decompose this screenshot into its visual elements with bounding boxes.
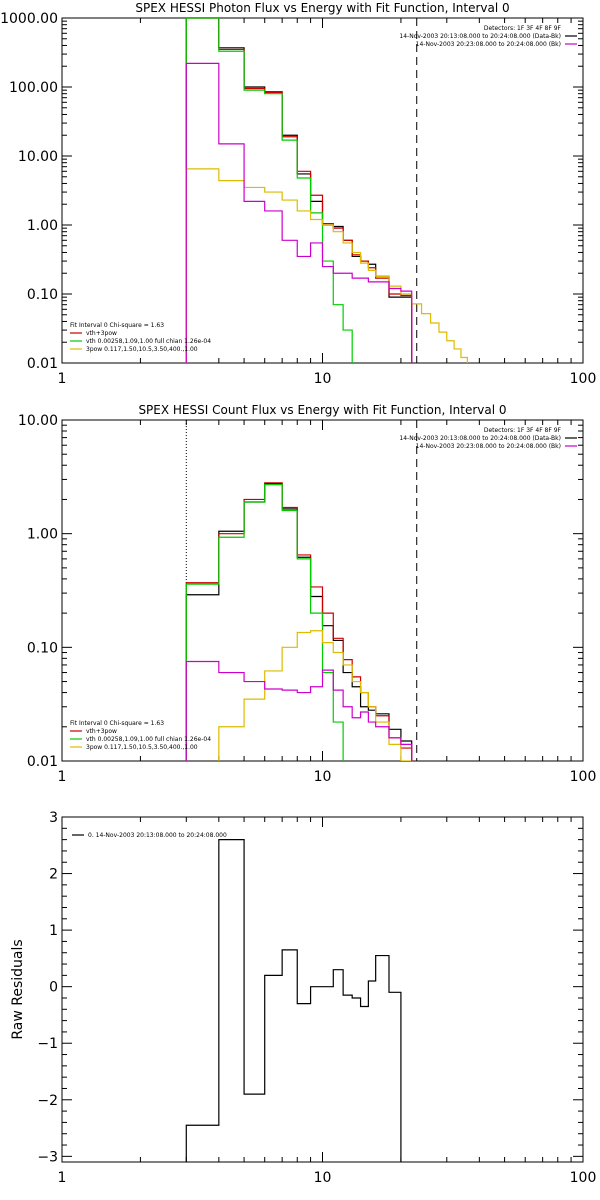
series-bk [185, 62, 413, 363]
y-tick-label: 0.01 [27, 356, 58, 372]
info-line: 14-Nov-2003 20:23:08.000 to 20:24:08.000… [416, 41, 561, 48]
x-tick-label: 100 [570, 371, 597, 387]
x-tick-label: 10 [314, 1170, 332, 1186]
plot-frame [61, 816, 584, 1163]
panel-1: SPEX HESSI Photon Flux vs Energy with Fi… [0, 1, 596, 387]
y-tick-label: 1.00 [27, 218, 58, 234]
legend-title: Fit Interval 0 Chi-square = 1.63 [70, 322, 164, 329]
y-tick-label: 10.00 [18, 413, 58, 429]
plot-frame [61, 17, 584, 364]
y-tick-label: 10.00 [18, 149, 58, 165]
legend: Fit Interval 0 Chi-square = 1.63vth+3pow… [70, 322, 211, 353]
legend-label: vth+3pow [86, 330, 117, 337]
y-tick-label: 1000.00 [0, 11, 58, 27]
legend-label: vth 0.00258,1.09,1.00 full chian 1.26e-0… [86, 338, 211, 345]
legend-label: vth 0.00258,1.09,1.00 full chian 1.26e-0… [86, 736, 211, 743]
legend-label: vth+3pow [86, 728, 117, 735]
y-tick-label: 1 [49, 923, 58, 939]
series-vth [185, 18, 353, 363]
series-group [185, 18, 469, 363]
y-tick-label: 2 [49, 867, 58, 883]
x-axis: 1 10 100 [58, 18, 597, 387]
y-tick-label: 100.00 [9, 80, 58, 96]
y-tick-label: −1 [37, 1036, 58, 1052]
series-vth-3pow [185, 18, 413, 363]
info-line: 14-Nov-2003 20:23:08.000 to 20:24:08.000… [416, 443, 561, 450]
y-tick-label: 3 [49, 810, 58, 826]
x-axis: 1 10 100 [58, 817, 597, 1186]
info-line: Detectors: 1F 3F 4F 8F 9F [484, 25, 562, 32]
x-tick-label: 10 [314, 371, 332, 387]
legend: 0. 14-Nov-2003 20:13:08.000 to 20:24:08.… [72, 832, 227, 839]
x-tick-label: 100 [570, 769, 597, 785]
series-3pow [185, 168, 469, 363]
y-tick-label: 0 [49, 980, 58, 996]
series-data-bk [185, 18, 413, 363]
y-tick-label: −3 [37, 1149, 58, 1165]
legend-label: 3pow 0.117,1.50,10.5,3.50,400.,1.00 [86, 346, 198, 353]
x-tick-label: 1 [58, 371, 67, 387]
info-line: Detectors: 1F 3F 4F 8F 9F [484, 427, 562, 434]
x-tick-label: 1 [58, 769, 67, 785]
x-tick-label: 100 [570, 1170, 597, 1186]
chart-title: SPEX HESSI Count Flux vs Energy with Fit… [138, 403, 506, 417]
series-group [185, 839, 402, 1162]
chart-title: SPEX HESSI Photon Flux vs Energy with Fi… [135, 1, 509, 15]
y-axis: 3 2 1 0 −1 −2 −3 [37, 810, 583, 1165]
legend-title: Fit Interval 0 Chi-square = 1.63 [70, 720, 164, 727]
y-tick-label: −2 [37, 1093, 58, 1109]
info-line: 14-Nov-2003 20:13:08.000 to 20:24:08.000… [399, 435, 561, 442]
series-vth-3pow [185, 482, 413, 761]
legend-label: 3pow 0.117,1.50,10.5,3.50,400.,1.00 [86, 744, 198, 751]
y-tick-label: 0.10 [27, 287, 58, 303]
y-axis: 10.00 1.00 0.10 0.01 [18, 413, 583, 770]
x-tick-label: 10 [314, 769, 332, 785]
x-tick-label: 1 [58, 1170, 67, 1186]
x-axis: 1 10 100 [58, 420, 597, 785]
legend-label: 0. 14-Nov-2003 20:13:08.000 to 20:24:08.… [88, 832, 227, 839]
series-0-14-nov-2003-20-13-08-000-to-20-24-08-000 [185, 839, 402, 1162]
y-tick-label: 0.10 [27, 640, 58, 656]
series-3pow [218, 630, 413, 761]
y-axis: 1000.00 100.00 10.00 1.00 0.10 0.01 [0, 11, 583, 372]
series-bk [185, 660, 413, 761]
series-group [185, 482, 413, 761]
y-axis-label: Raw Residuals [10, 939, 26, 1039]
y-tick-label: 1.00 [27, 527, 58, 543]
y-tick-label: 0.01 [27, 754, 58, 770]
series-vth [185, 484, 344, 761]
panel-2: SPEX HESSI Count Flux vs Energy with Fit… [18, 403, 596, 785]
info-line: 14-Nov-2003 20:13:08.000 to 20:24:08.000… [399, 33, 561, 40]
legend: Fit Interval 0 Chi-square = 1.63vth+3pow… [70, 720, 211, 751]
